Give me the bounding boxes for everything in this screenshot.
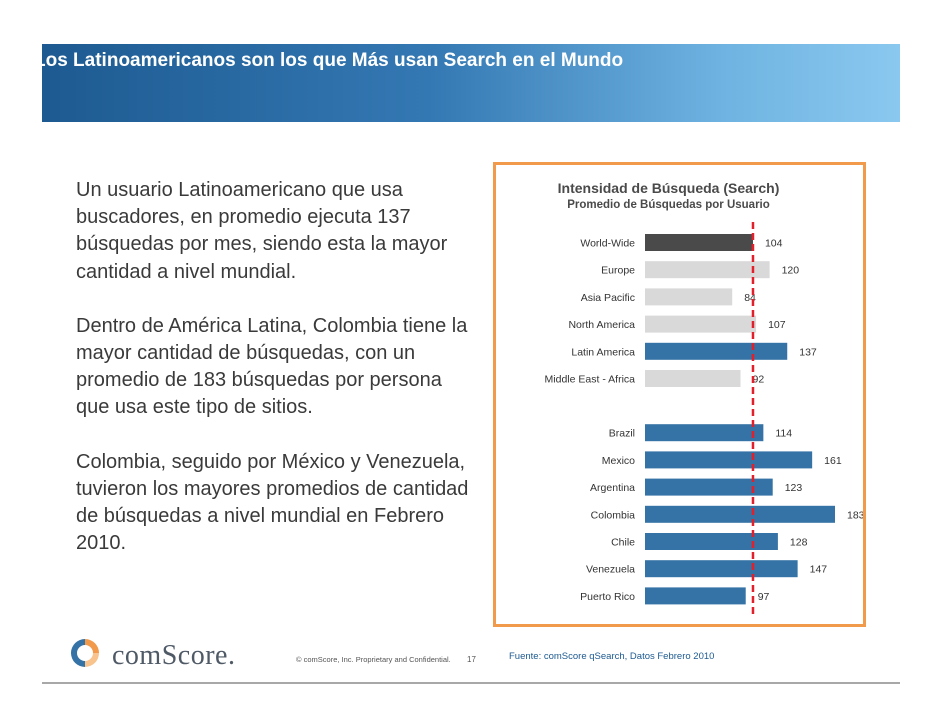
- bar: [645, 505, 835, 523]
- comscore-logo-icon: [71, 639, 99, 667]
- value-label: 107: [768, 319, 786, 331]
- value-label: 161: [824, 455, 842, 467]
- bar: [645, 315, 757, 333]
- category-label: Mexico: [602, 455, 635, 467]
- bar: [645, 587, 746, 605]
- value-label: 97: [758, 591, 770, 603]
- copyright-notice: © comScore, Inc. Proprietary and Confide…: [296, 655, 451, 664]
- chart-title: Intensidad de Búsqueda (Search): [557, 180, 780, 196]
- value-label: 123: [785, 482, 803, 494]
- value-label: 92: [753, 374, 765, 386]
- value-label: 84: [744, 292, 756, 304]
- paragraph-1: Un usuario Latinoamericano que usa busca…: [76, 179, 448, 283]
- category-label: Europe: [601, 265, 635, 277]
- category-label: World-Wide: [580, 238, 635, 250]
- category-label: Brazil: [609, 428, 635, 440]
- bar: [645, 451, 813, 469]
- bar: [645, 424, 764, 442]
- category-label: Argentina: [590, 482, 635, 494]
- value-label: 104: [765, 238, 783, 250]
- footer-divider: [42, 682, 900, 684]
- paragraph-2: Dentro de América Latina, Colombia tiene…: [76, 314, 468, 419]
- value-label: 120: [782, 265, 800, 277]
- bar: [645, 342, 788, 360]
- value-label: 183: [847, 509, 863, 521]
- bar: [645, 288, 733, 306]
- bar: [645, 234, 753, 251]
- value-label: 114: [775, 428, 792, 440]
- category-label: Asia Pacific: [581, 292, 635, 304]
- category-label: Chile: [611, 537, 635, 549]
- body-text: Un usuario Latinoamericano que usa busca…: [76, 177, 476, 584]
- paragraph-3: Colombia, seguido por México y Venezuela…: [76, 450, 469, 555]
- category-label: Latin America: [571, 346, 635, 358]
- source-note: Fuente: comScore qSearch, Datos Febrero …: [509, 651, 715, 662]
- category-label: Venezuela: [586, 564, 635, 576]
- value-label: 147: [810, 564, 828, 576]
- page-number: 17: [467, 655, 476, 664]
- category-label: Colombia: [591, 509, 636, 521]
- bar: [645, 533, 778, 550]
- bar: [645, 261, 770, 279]
- comscore-logo-text: comScore.: [112, 640, 236, 671]
- title-banner: [42, 44, 900, 122]
- category-label: North America: [568, 319, 635, 331]
- category-label: Middle East - Africa: [545, 374, 636, 386]
- bar: [645, 478, 773, 496]
- bar: [645, 370, 741, 387]
- bar-chart: World-Wide 104 Europe 120 Asia Pacific 84 Nort…: [545, 222, 863, 615]
- chart-panel: Intensidad de Búsqueda (Search) Promedio…: [493, 162, 866, 627]
- chart-subtitle: Promedio de Búsquedas por Usuario: [567, 199, 770, 211]
- value-label: 128: [790, 537, 808, 549]
- slide-title: Los Latinoamericanos son los que Más usa…: [34, 50, 624, 71]
- category-label: Puerto Rico: [580, 591, 635, 603]
- bar: [645, 560, 798, 578]
- value-label: 137: [799, 346, 817, 358]
